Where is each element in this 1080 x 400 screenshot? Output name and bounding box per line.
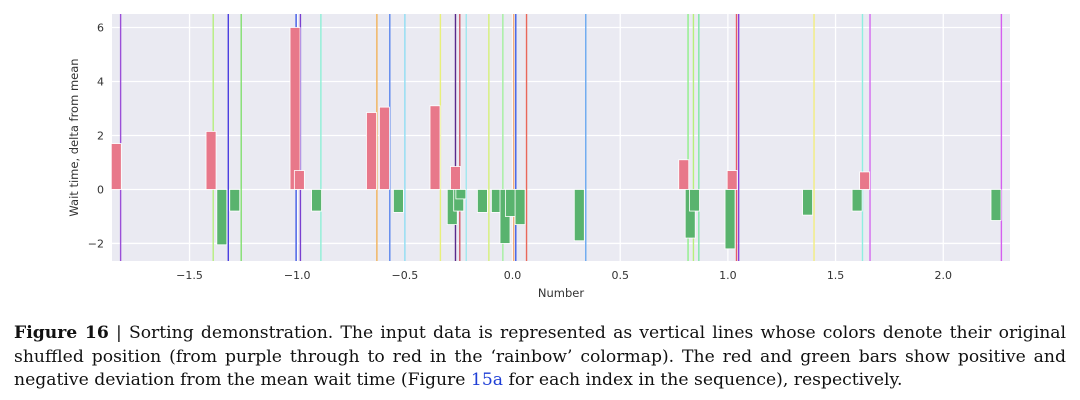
positive-bar: [379, 106, 390, 190]
negative-bar: [311, 189, 322, 212]
wait-time-bars: [110, 27, 1002, 250]
x-tick-label: 2.0: [934, 269, 952, 282]
y-tick-label: 4: [97, 75, 104, 88]
figure-reference-link[interactable]: 15a: [470, 370, 504, 390]
caption-text: Sorting demonstration. The input data is…: [14, 323, 1067, 390]
x-tick-labels: −1.5 −1.0 −0.5 0.0 0.5 1.0 1.5 2.0: [176, 269, 952, 282]
negative-bar: [216, 189, 228, 246]
x-axis-label: Number: [538, 286, 584, 300]
negative-bar: [802, 189, 813, 216]
positive-bar: [293, 170, 305, 190]
x-tick-label: −0.5: [392, 269, 419, 282]
sorting-chart: −1.5 −1.0 −0.5 0.0 0.5 1.0 1.5 2.0 −2 0 2 4 6 Numbe…: [67, 14, 1010, 300]
positive-bar: [110, 143, 122, 190]
y-tick-label: −2: [88, 237, 104, 250]
x-tick-label: −1.5: [176, 269, 203, 282]
x-tick-label: −1.0: [284, 269, 311, 282]
positive-bar: [366, 112, 377, 190]
negative-bar: [724, 189, 736, 250]
x-tick-label: 0.5: [611, 269, 629, 282]
negative-bar: [851, 189, 863, 212]
positive-bar: [726, 170, 738, 190]
caption-text-end: for each index in the sequence), respect…: [503, 370, 903, 390]
negative-bar: [229, 189, 241, 212]
y-tick-label: 6: [97, 21, 104, 34]
positive-bar: [289, 27, 301, 190]
negative-bar: [573, 189, 585, 242]
negative-bar: [455, 189, 467, 200]
x-tick-label: 1.5: [827, 269, 845, 282]
plot-area: [112, 14, 1010, 261]
y-tick-label: 0: [97, 183, 104, 196]
positive-bar: [429, 105, 441, 190]
y-tick-labels: −2 0 2 4 6: [88, 21, 104, 250]
x-tick-label: 1.0: [719, 269, 737, 282]
negative-bar: [689, 189, 700, 212]
negative-bar: [504, 189, 516, 217]
negative-bar: [393, 189, 404, 213]
figure-caption: Figure 16 | Sorting demonstration. The i…: [14, 322, 1066, 393]
figure-number: Figure 16: [14, 323, 109, 343]
y-axis-label: Wait time, delta from mean: [67, 58, 81, 216]
y-tick-label: 2: [97, 129, 104, 142]
positive-bar: [450, 166, 461, 190]
caption-separator: |: [108, 323, 129, 343]
negative-bar: [990, 189, 1002, 221]
x-tick-label: 0.0: [504, 269, 522, 282]
positive-bar: [859, 171, 871, 190]
negative-bar: [476, 189, 488, 213]
negative-bar: [514, 189, 526, 225]
positive-bar: [678, 159, 690, 190]
positive-bar: [205, 131, 217, 190]
